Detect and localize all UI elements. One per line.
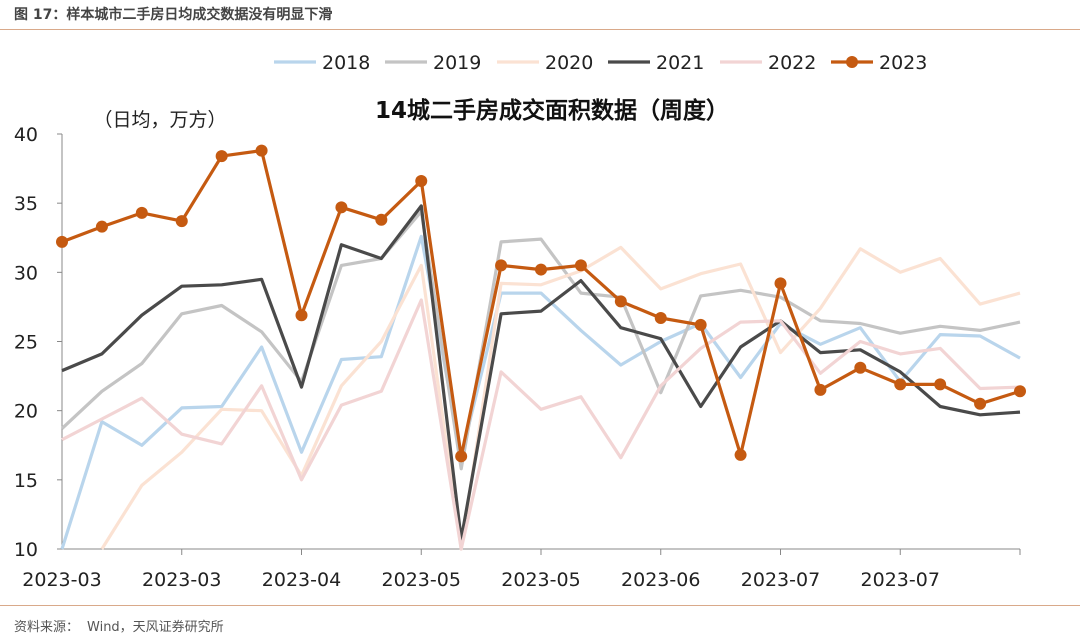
data-point-2023 xyxy=(175,215,188,228)
x-tick-label: 2023-04 xyxy=(262,569,341,591)
series-line-2019 xyxy=(60,209,1021,471)
series-2021 xyxy=(61,204,1021,541)
data-point-2023 xyxy=(614,295,627,308)
series-2023 xyxy=(56,144,1026,463)
x-tick-label: 2023-06 xyxy=(621,569,700,591)
legend-item-2019: 2019 xyxy=(385,52,481,74)
source-label: 资料来源： xyxy=(14,620,80,635)
legend-item-2023: 2023 xyxy=(831,52,927,74)
figure-title: 样本城市二手房日均成交数据没有明显下滑 xyxy=(66,7,333,23)
x-tick-label: 2023-05 xyxy=(501,569,580,591)
x-tick-label: 2023-03 xyxy=(142,569,221,591)
data-point-2023 xyxy=(654,311,667,324)
source-note: 资料来源： Wind，天风证券研究所 xyxy=(14,616,232,635)
data-point-2023 xyxy=(854,361,867,374)
data-point-2023 xyxy=(295,309,308,322)
legend-item-2021: 2021 xyxy=(608,52,704,74)
x-tick-label: 2023-07 xyxy=(741,569,820,591)
footer-divider xyxy=(0,605,1080,606)
figure-header: 图 17：样本城市二手房日均成交数据没有明显下滑 xyxy=(14,4,1066,26)
legend-label: 2022 xyxy=(768,52,816,74)
chart-title: 14城二手房成交面积数据（周度） xyxy=(375,97,729,124)
data-point-2023 xyxy=(734,448,747,461)
x-tick-label: 2023-03 xyxy=(22,569,101,591)
y-tick-label: 20 xyxy=(14,401,38,423)
data-point-2023 xyxy=(255,144,268,157)
x-tick-label: 2023-05 xyxy=(382,569,461,591)
data-point-2023 xyxy=(56,235,68,248)
data-point-2023 xyxy=(335,201,348,214)
legend-item-2020: 2020 xyxy=(497,52,593,74)
data-point-2023 xyxy=(415,175,428,188)
y-tick-label: 25 xyxy=(14,332,38,354)
data-point-2023 xyxy=(455,450,468,463)
data-point-2023 xyxy=(215,150,228,163)
series-line-2021 xyxy=(61,204,1021,541)
legend-marker xyxy=(846,56,858,68)
data-point-2023 xyxy=(774,277,787,290)
series-2019 xyxy=(60,209,1021,471)
data-point-2023 xyxy=(934,378,947,391)
figure-label: 图 17： xyxy=(14,7,67,23)
legend-label: 2018 xyxy=(322,52,370,74)
source-text: Wind，天风证券研究所 xyxy=(87,620,224,635)
data-point-2023 xyxy=(814,383,827,396)
series-2020 xyxy=(100,245,1021,551)
legend-item-2022: 2022 xyxy=(720,52,816,74)
data-point-2023 xyxy=(375,213,388,226)
series-line-2022 xyxy=(61,298,1021,551)
y-axis-label: （日均，万方） xyxy=(93,109,226,131)
series-line-2020 xyxy=(100,245,1021,551)
data-point-2023 xyxy=(974,397,987,410)
series-2018 xyxy=(60,234,1021,550)
legend-label: 2023 xyxy=(879,52,927,74)
y-tick-label: 35 xyxy=(14,193,38,215)
y-tick-label: 40 xyxy=(14,124,38,146)
series-line-2018 xyxy=(60,234,1021,550)
legend-label: 2020 xyxy=(545,52,593,74)
data-point-2023 xyxy=(95,220,108,233)
x-tick-label: 2023-07 xyxy=(861,569,940,591)
y-tick-label: 15 xyxy=(14,470,38,492)
data-point-2023 xyxy=(495,259,508,272)
legend-label: 2021 xyxy=(656,52,704,74)
data-point-2023 xyxy=(694,318,707,331)
series-2022 xyxy=(61,298,1021,551)
header-divider xyxy=(0,29,1080,30)
y-tick-label: 10 xyxy=(14,539,38,561)
data-point-2023 xyxy=(535,263,547,276)
data-point-2023 xyxy=(135,206,148,219)
y-tick-label: 30 xyxy=(14,262,38,284)
legend-item-2018: 2018 xyxy=(274,52,370,74)
data-point-2023 xyxy=(1014,385,1026,398)
legend-label: 2019 xyxy=(433,52,481,74)
data-point-2023 xyxy=(574,259,587,272)
data-point-2023 xyxy=(894,378,907,391)
